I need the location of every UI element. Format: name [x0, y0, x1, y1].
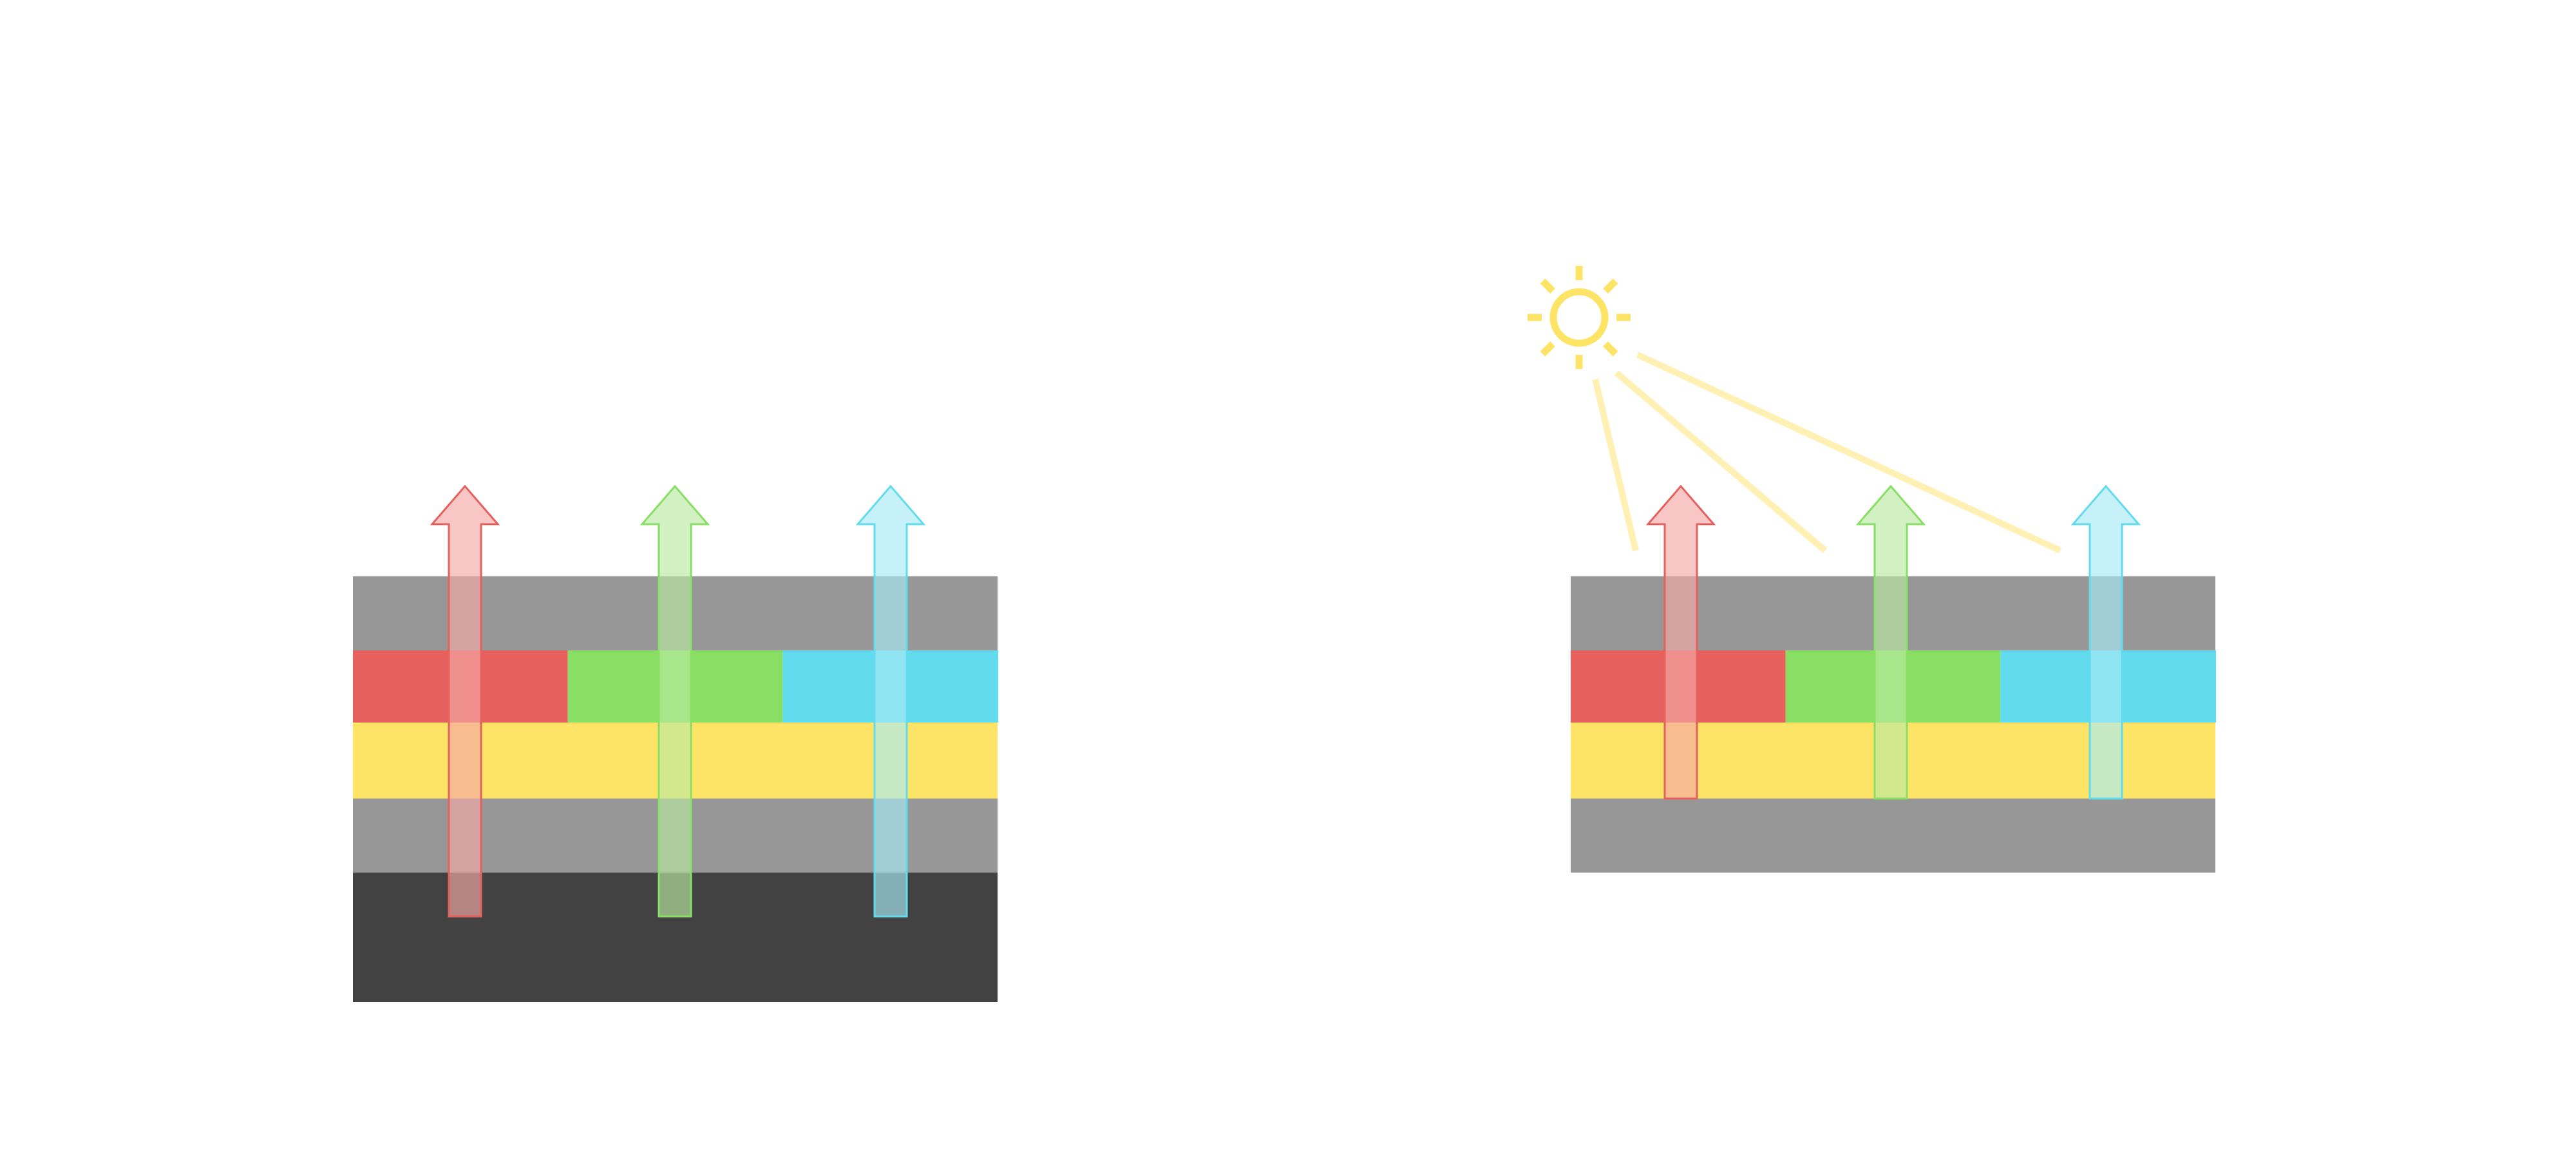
sun-ray [1540, 278, 1555, 294]
sun-icon [1528, 266, 1631, 369]
green-arrow-up-icon [1855, 484, 1926, 800]
red-arrow-up-icon [430, 484, 500, 918]
cyan-arrow-up-icon [855, 484, 926, 918]
bottom-gray-layer [1571, 799, 2215, 873]
right-layer-stack [1571, 484, 2216, 873]
light-ray-line [1592, 378, 1639, 552]
green-arrow-up-icon [639, 484, 710, 918]
red-arrow-up-icon [1645, 484, 1716, 800]
cyan-arrow-up-icon [2070, 484, 2141, 800]
sun-ray [1603, 278, 1618, 294]
light-ray-line [1636, 352, 2062, 554]
sun-ray [1603, 341, 1618, 357]
light-ray-line [1614, 370, 1828, 553]
light-rays [1592, 352, 2062, 554]
left-layer-stack [353, 484, 998, 1002]
sun-disc [1549, 288, 1609, 347]
sun-ray [1540, 341, 1555, 357]
